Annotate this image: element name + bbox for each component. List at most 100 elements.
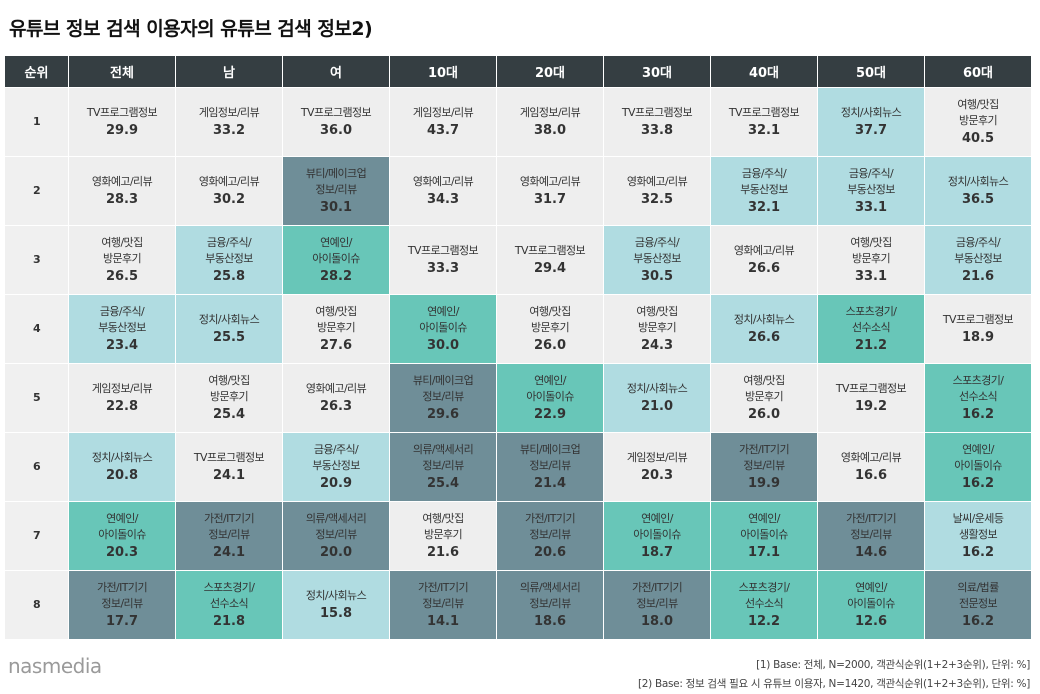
cell-label: 여행/맛집 방문후기 xyxy=(636,305,678,334)
cell-label: 정치/사회뉴스 xyxy=(198,313,260,326)
cell-value: 21.8 xyxy=(212,614,246,629)
column-header-rank: 순위 xyxy=(4,55,69,88)
rank-cell: 1 xyxy=(4,87,69,157)
cell-value: 24.3 xyxy=(640,338,674,353)
column-header-total: 전체 xyxy=(68,55,176,88)
cell-label: 연예인/ 아이돌이슈 xyxy=(847,581,895,610)
cell-value: 34.3 xyxy=(426,192,460,207)
cell-value: 30.2 xyxy=(212,192,246,207)
table-row: 2 영화예고/리뷰 28.3 영화예고/리뷰 30.2 뷰티/메이크업 정보/리뷰 30.1… xyxy=(4,156,1032,226)
data-cell: 여행/맛집 방문후기 26.5 xyxy=(68,225,176,295)
cell-label: 영화예고/리뷰 xyxy=(412,175,474,188)
cell-value: 24.1 xyxy=(212,468,246,483)
cell-label: 여행/맛집 방문후기 xyxy=(208,374,250,403)
cell-value: 16.2 xyxy=(961,614,995,629)
cell-label: 금융/주식/ 부동산정보 xyxy=(847,167,895,196)
data-cell: 뷰티/메이크업 정보/리뷰 29.6 xyxy=(389,363,497,433)
data-cell: 스포츠경기/ 선수소식 21.2 xyxy=(817,294,925,364)
cell-value: 32.5 xyxy=(640,192,674,207)
page-title: 유튜브 정보 검색 이용자의 유튜브 검색 정보2) xyxy=(9,18,373,40)
cell-value: 33.1 xyxy=(854,200,888,215)
data-cell: 스포츠경기/ 선수소식 16.2 xyxy=(924,363,1032,433)
cell-value: 29.6 xyxy=(426,407,460,422)
data-cell: 뷰티/메이크업 정보/리뷰 21.4 xyxy=(496,432,604,502)
data-cell: 여행/맛집 방문후기 26.0 xyxy=(710,363,818,433)
cell-value: 25.8 xyxy=(212,269,246,284)
data-cell: TV프로그램정보 18.9 xyxy=(924,294,1032,364)
data-cell: 뷰티/메이크업 정보/리뷰 30.1 xyxy=(282,156,390,226)
column-header-30s: 30대 xyxy=(603,55,711,88)
cell-label: 정치/사회뉴스 xyxy=(733,313,795,326)
data-cell: 영화예고/리뷰 26.6 xyxy=(710,225,818,295)
cell-value: 19.2 xyxy=(854,399,888,414)
cell-value: 22.9 xyxy=(533,407,567,422)
cell-value: 26.0 xyxy=(533,338,567,353)
nasmedia-logo: nasmedia xyxy=(8,654,102,678)
cell-label: 정치/사회뉴스 xyxy=(626,382,688,395)
data-cell: 의료/법률 전문정보 16.2 xyxy=(924,570,1032,640)
cell-label: 금융/주식/ 부동산정보 xyxy=(205,236,253,265)
cell-value: 20.3 xyxy=(640,468,674,483)
data-cell: 영화예고/리뷰 31.7 xyxy=(496,156,604,226)
cell-label: 연예인/ 아이돌이슈 xyxy=(633,512,681,541)
data-cell: TV프로그램정보 33.8 xyxy=(603,87,711,157)
table-row: 1 TV프로그램정보 29.9 게임정보/리뷰 33.2 TV프로그램정보 36.0 게임정보… xyxy=(4,87,1032,157)
cell-label: 금융/주식/ 부동산정보 xyxy=(312,443,360,472)
data-cell: 영화예고/리뷰 32.5 xyxy=(603,156,711,226)
cell-value: 37.7 xyxy=(854,123,888,138)
cell-value: 15.8 xyxy=(319,606,353,621)
cell-value: 21.4 xyxy=(533,476,567,491)
cell-label: 스포츠경기/ 선수소식 xyxy=(203,581,255,610)
cell-label: 영화예고/리뷰 xyxy=(840,451,902,464)
cell-label: 여행/맛집 방문후기 xyxy=(743,374,785,403)
column-header-10s: 10대 xyxy=(389,55,497,88)
column-header-female: 여 xyxy=(282,55,390,88)
cell-label: TV프로그램정보 xyxy=(86,106,158,119)
cell-value: 28.3 xyxy=(105,192,139,207)
cell-value: 25.4 xyxy=(212,407,246,422)
column-header-40s: 40대 xyxy=(710,55,818,88)
data-cell: 게임정보/리뷰 43.7 xyxy=(389,87,497,157)
data-cell: 여행/맛집 방문후기 33.1 xyxy=(817,225,925,295)
data-cell: 가전/IT기기 정보/리뷰 24.1 xyxy=(175,501,283,571)
data-cell: 가전/IT기기 정보/리뷰 14.1 xyxy=(389,570,497,640)
data-cell: 연예인/ 아이돌이슈 18.7 xyxy=(603,501,711,571)
cell-value: 18.0 xyxy=(640,614,674,629)
data-cell: 여행/맛집 방문후기 40.5 xyxy=(924,87,1032,157)
cell-label: 여행/맛집 방문후기 xyxy=(529,305,571,334)
data-cell: 날씨/운세등 생활정보 16.2 xyxy=(924,501,1032,571)
cell-label: 게임정보/리뷰 xyxy=(91,382,153,395)
rank-cell: 4 xyxy=(4,294,69,364)
cell-label: 연예인/ 아이돌이슈 xyxy=(740,512,788,541)
cell-label: 의료/법률 전문정보 xyxy=(957,581,999,610)
cell-label: 가전/IT기기 정보/리뷰 xyxy=(204,512,255,541)
cell-value: 32.1 xyxy=(747,123,781,138)
data-cell: 정치/사회뉴스 25.5 xyxy=(175,294,283,364)
column-header-male: 남 xyxy=(175,55,283,88)
cell-label: 여행/맛집 방문후기 xyxy=(315,305,357,334)
cell-value: 33.1 xyxy=(854,269,888,284)
data-cell: 금융/주식/ 부동산정보 21.6 xyxy=(924,225,1032,295)
data-cell: 의류/액세서리 정보/리뷰 25.4 xyxy=(389,432,497,502)
cell-value: 30.5 xyxy=(640,269,674,284)
cell-value: 36.0 xyxy=(319,123,353,138)
data-cell: 연예인/ 아이돌이슈 12.6 xyxy=(817,570,925,640)
cell-label: 뷰티/메이크업 정보/리뷰 xyxy=(305,167,367,196)
data-cell: 여행/맛집 방문후기 24.3 xyxy=(603,294,711,364)
cell-value: 20.9 xyxy=(319,476,353,491)
data-cell: 금융/주식/ 부동산정보 23.4 xyxy=(68,294,176,364)
rank-cell: 8 xyxy=(4,570,69,640)
cell-value: 33.8 xyxy=(640,123,674,138)
data-cell: TV프로그램정보 33.3 xyxy=(389,225,497,295)
data-cell: 정치/사회뉴스 37.7 xyxy=(817,87,925,157)
data-cell: 여행/맛집 방문후기 25.4 xyxy=(175,363,283,433)
cell-value: 18.6 xyxy=(533,614,567,629)
cell-label: 연예인/ 아이돌이슈 xyxy=(954,443,1002,472)
cell-value: 27.6 xyxy=(319,338,353,353)
column-header-60s: 60대 xyxy=(924,55,1032,88)
cell-value: 26.6 xyxy=(747,330,781,345)
data-cell: 영화예고/리뷰 26.3 xyxy=(282,363,390,433)
cell-value: 21.6 xyxy=(961,269,995,284)
cell-value: 25.5 xyxy=(212,330,246,345)
cell-label: TV프로그램정보 xyxy=(835,382,907,395)
